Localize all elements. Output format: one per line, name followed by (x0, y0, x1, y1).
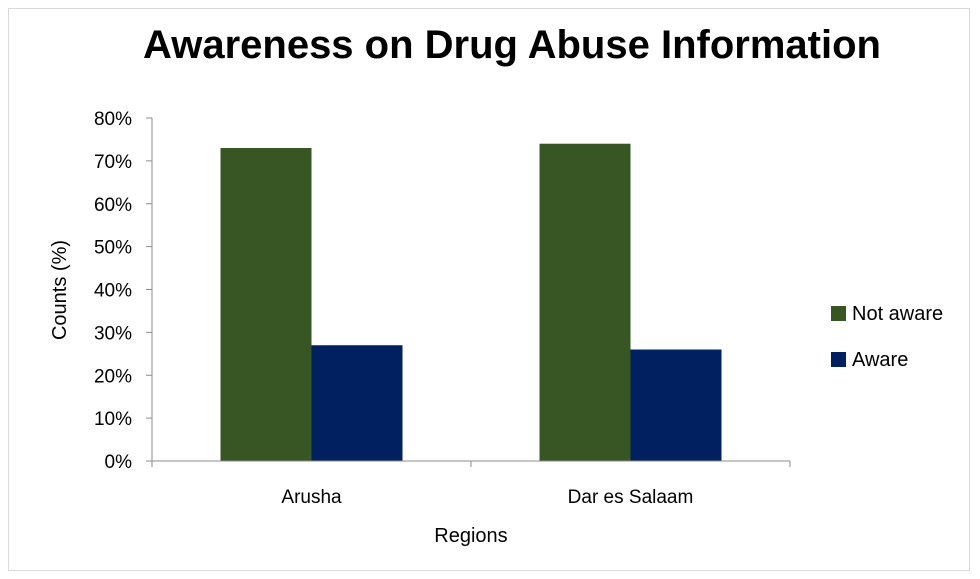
legend-label: Not aware (852, 303, 943, 325)
y-tick-label: 30% (94, 323, 132, 344)
x-axis-ticks: Arusha Dar es Salaam (151, 461, 791, 508)
y-tick-label: 60% (94, 195, 132, 216)
bar-aware (630, 349, 722, 461)
y-axis-label: Counts (%) (49, 240, 71, 340)
legend: Not aware Aware (831, 303, 943, 371)
y-tick-label: 80% (94, 109, 132, 130)
y-tick-label: 70% (94, 152, 132, 173)
y-tick-label: 20% (94, 366, 132, 387)
legend-swatch (831, 352, 846, 367)
x-tick-label: Dar es Salaam (568, 487, 694, 508)
legend-label: Aware (852, 349, 908, 371)
y-tick-label: 40% (94, 281, 132, 302)
bars (220, 143, 722, 461)
y-tick-label: 0% (105, 452, 133, 473)
bar-not-aware (539, 143, 631, 461)
chart-title: Awareness on Drug Abuse Information (143, 23, 881, 67)
legend-swatch (831, 306, 846, 321)
y-tick-label: 50% (94, 238, 132, 259)
y-axis-ticks: 0% 10% 20% 30% 40% 50% 60% 70% 80% (94, 109, 152, 473)
bar-aware (311, 345, 403, 461)
x-axis-label: Regions (434, 525, 507, 547)
y-tick-label: 10% (94, 409, 132, 430)
chart-frame (8, 8, 970, 571)
bar-not-aware (220, 148, 312, 461)
x-tick-label: Arusha (281, 487, 342, 508)
